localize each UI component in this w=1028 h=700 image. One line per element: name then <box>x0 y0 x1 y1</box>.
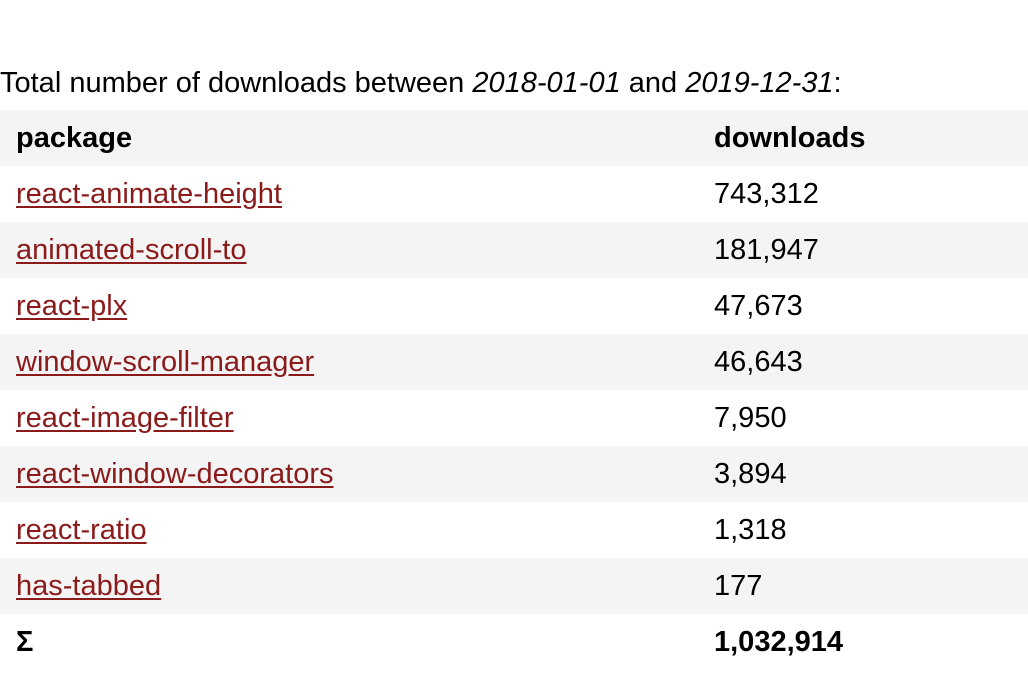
package-link[interactable]: react-image-filter <box>16 401 234 434</box>
package-cell: window-scroll-manager <box>0 334 698 390</box>
table-row: react-window-decorators 3,894 <box>0 446 1028 502</box>
table-header-row: package downloads <box>0 110 1028 166</box>
downloads-table: package downloads react-animate-height 7… <box>0 110 1028 670</box>
package-cell: has-tabbed <box>0 558 698 614</box>
total-downloads: 1,032,914 <box>714 625 844 658</box>
downloads-cell: 3,894 <box>714 457 787 490</box>
downloads-cell: 181,947 <box>714 233 819 266</box>
downloads-cell: 47,673 <box>714 289 803 322</box>
total-label: Σ <box>16 625 34 658</box>
package-link[interactable]: react-animate-height <box>16 177 282 210</box>
table-row: animated-scroll-to 181,947 <box>0 222 1028 278</box>
intro-middle: and <box>620 67 686 99</box>
downloads-column-header: downloads <box>714 121 866 154</box>
table-row: react-ratio 1,318 <box>0 502 1028 558</box>
downloads-cell: 743,312 <box>714 177 819 210</box>
package-link[interactable]: has-tabbed <box>16 569 162 602</box>
package-link[interactable]: react-plx <box>16 289 128 322</box>
package-cell: react-image-filter <box>0 390 698 446</box>
package-link[interactable]: react-window-decorators <box>16 457 334 490</box>
table-row: react-image-filter 7,950 <box>0 390 1028 446</box>
package-cell: react-animate-height <box>0 166 698 222</box>
downloads-cell: 1,318 <box>714 513 787 546</box>
downloads-cell: 7,950 <box>714 401 787 434</box>
start-date: 2018-01-01 <box>472 67 621 99</box>
package-link[interactable]: react-ratio <box>16 513 147 546</box>
table-row: has-tabbed 177 <box>0 558 1028 614</box>
package-link[interactable]: animated-scroll-to <box>16 233 247 266</box>
end-date: 2019-12-31 <box>685 67 834 99</box>
downloads-cell: 177 <box>714 569 763 602</box>
downloads-cell: 46,643 <box>714 345 803 378</box>
package-cell: react-window-decorators <box>0 446 698 502</box>
package-cell: react-ratio <box>0 502 698 558</box>
intro-prefix: Total number of downloads between <box>0 67 473 99</box>
package-cell: react-plx <box>0 278 698 334</box>
table-row: react-animate-height 743,312 <box>0 166 1028 222</box>
package-column-header: package <box>16 121 133 154</box>
downloads-summary-text: Total number of downloads between 2018-0… <box>0 61 842 105</box>
package-link[interactable]: window-scroll-manager <box>16 345 315 378</box>
table-row: window-scroll-manager 46,643 <box>0 334 1028 390</box>
total-row: Σ 1,032,914 <box>0 614 1028 670</box>
intro-suffix: : <box>833 67 842 99</box>
table-row: react-plx 47,673 <box>0 278 1028 334</box>
package-cell: animated-scroll-to <box>0 222 698 278</box>
